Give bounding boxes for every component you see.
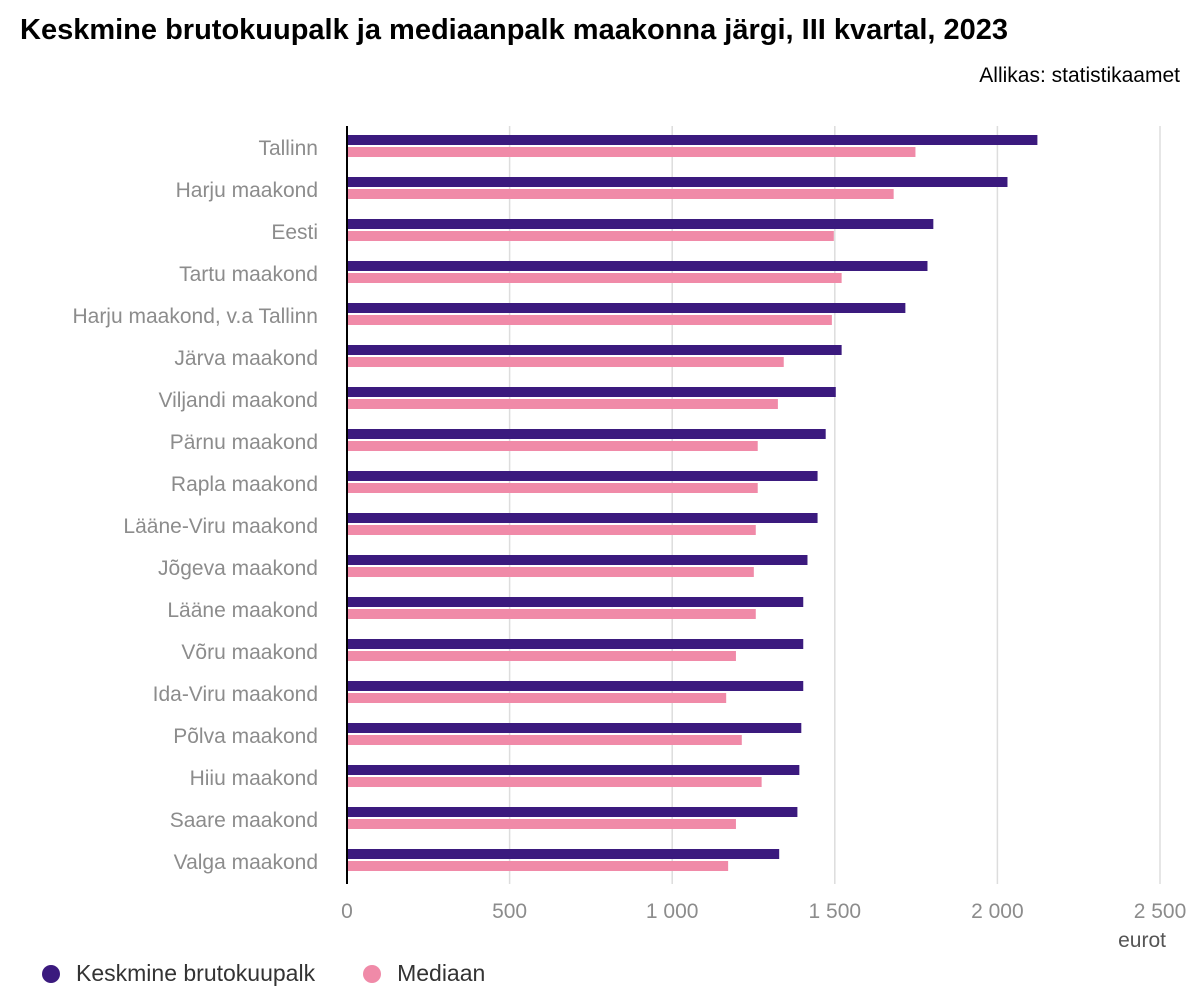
category-label: Järva maakond bbox=[174, 347, 318, 370]
bar-avg bbox=[347, 135, 1038, 145]
bar-median bbox=[347, 147, 916, 157]
chart-title: Keskmine brutokuupalk ja mediaanpalk maa… bbox=[20, 14, 1009, 46]
x-tick-label: 1 000 bbox=[646, 900, 699, 923]
bar-median bbox=[347, 777, 762, 787]
category-label: Ida-Viru maakond bbox=[153, 683, 318, 706]
bar-median bbox=[347, 441, 758, 451]
bar-avg bbox=[347, 513, 818, 523]
legend-swatch-median bbox=[363, 964, 382, 983]
bar-median bbox=[347, 525, 756, 535]
category-label: Lääne-Viru maakond bbox=[123, 515, 318, 538]
bar-avg bbox=[347, 219, 934, 229]
category-label: Tallinn bbox=[258, 137, 318, 160]
bar-median bbox=[347, 273, 842, 283]
category-label: Põlva maakond bbox=[173, 725, 318, 748]
bar-avg bbox=[347, 723, 802, 733]
category-label: Võru maakond bbox=[181, 641, 318, 664]
category-label: Hiiu maakond bbox=[190, 767, 318, 790]
bar-avg bbox=[347, 555, 808, 565]
legend-swatch-avg bbox=[42, 964, 60, 983]
x-tick-label: 1 500 bbox=[809, 900, 862, 923]
bar-avg bbox=[347, 681, 804, 691]
bar-median bbox=[347, 483, 758, 493]
bar-median bbox=[347, 231, 834, 241]
bar-avg bbox=[347, 387, 836, 397]
legend-item-avg: Keskmine brutokuupalk bbox=[42, 960, 315, 987]
bar-median bbox=[347, 609, 756, 619]
tick-labels: 0 500 1 000 1 500 2 000 2 500 eurot bbox=[341, 900, 1186, 952]
bar-median bbox=[347, 651, 736, 661]
bar-avg bbox=[347, 639, 804, 649]
grid-lines bbox=[508, 126, 1161, 884]
x-tick-label: 500 bbox=[492, 900, 527, 923]
category-label: Harju maakond, v.a Tallinn bbox=[72, 305, 318, 328]
bar-median bbox=[347, 315, 832, 325]
category-label: Viljandi maakond bbox=[158, 389, 318, 412]
bar-avg bbox=[347, 429, 826, 439]
bar-avg bbox=[347, 345, 842, 355]
bar-avg bbox=[347, 177, 1008, 187]
category-label: Saare maakond bbox=[170, 809, 318, 832]
legend-label-median: Mediaan bbox=[397, 960, 486, 986]
legend-label-avg: Keskmine brutokuupalk bbox=[76, 960, 316, 986]
category-label: Lääne maakond bbox=[167, 599, 318, 622]
bar-median bbox=[347, 693, 727, 703]
category-label: Pärnu maakond bbox=[170, 431, 318, 454]
bar-avg bbox=[347, 303, 906, 313]
chart-source: Allikas: statistikaamet bbox=[979, 64, 1180, 87]
category-label: Jõgeva maakond bbox=[158, 557, 318, 580]
bar-avg bbox=[347, 765, 800, 775]
bar-avg bbox=[347, 261, 928, 271]
bar-avg bbox=[347, 849, 780, 859]
bar-median bbox=[347, 189, 894, 199]
x-tick-label: 2 500 bbox=[1134, 900, 1187, 923]
x-tick-label: 2 000 bbox=[971, 900, 1024, 923]
category-label: Eesti bbox=[271, 221, 318, 244]
category-label: Harju maakond bbox=[176, 179, 318, 202]
category-label: Tartu maakond bbox=[179, 263, 318, 286]
category-labels: Tallinn Harju maakond Eesti Tartu maakond Ha… bbox=[72, 137, 318, 874]
bar-median bbox=[347, 735, 742, 745]
bar-median bbox=[347, 357, 784, 367]
legend-item-median: Mediaan bbox=[363, 960, 485, 987]
x-axis-unit: eurot bbox=[1118, 929, 1166, 952]
x-tick-label: 0 bbox=[341, 900, 353, 923]
bar-avg bbox=[347, 471, 818, 481]
bar-median bbox=[347, 861, 729, 871]
legend: Keskmine brutokuupalk Mediaan bbox=[42, 960, 533, 987]
bar-median bbox=[347, 819, 736, 829]
bar-median bbox=[347, 567, 754, 577]
bar-avg bbox=[347, 597, 804, 607]
bars bbox=[347, 135, 1038, 871]
category-label: Rapla maakond bbox=[171, 473, 318, 496]
category-label: Valga maakond bbox=[174, 851, 318, 874]
bar-median bbox=[347, 399, 778, 409]
bar-avg bbox=[347, 807, 798, 817]
